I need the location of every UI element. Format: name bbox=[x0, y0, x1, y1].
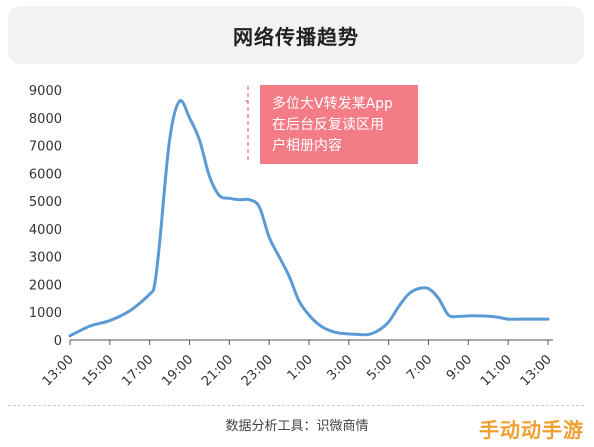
x-tick-label: 17:00 bbox=[119, 352, 156, 389]
y-tick-label: 0 bbox=[54, 334, 62, 349]
x-tick-label: 13:00 bbox=[40, 352, 77, 389]
y-tick-label: 3000 bbox=[29, 251, 62, 266]
x-tick-label: 13:00 bbox=[518, 352, 555, 389]
y-ticks: 0 1000 2000 3000 4000 5000 6000 7000 8000 9000 bbox=[29, 84, 62, 349]
divider bbox=[8, 405, 584, 406]
y-tick-label: 4000 bbox=[29, 223, 62, 238]
y-tick-label: 7000 bbox=[29, 140, 62, 155]
y-tick-label: 9000 bbox=[29, 84, 62, 99]
chart-title: 网络传播趋势 bbox=[233, 24, 359, 49]
watermark: 手动动手游 bbox=[479, 418, 584, 442]
y-tick-label: 1000 bbox=[29, 306, 62, 321]
data-source-label: 数据分析工具：识微商情 bbox=[225, 419, 369, 434]
x-tick-label: 19:00 bbox=[159, 352, 196, 389]
series-line bbox=[68, 98, 550, 338]
title-box: 网络传播趋势 bbox=[8, 6, 584, 64]
y-tick-label: 2000 bbox=[29, 278, 62, 293]
x-tick-label: 1:00 bbox=[285, 352, 316, 383]
x-tick-label: 5:00 bbox=[364, 352, 395, 383]
x-tick-label: 11:00 bbox=[478, 352, 515, 389]
y-tick-label: 6000 bbox=[29, 167, 62, 182]
x-ticks: 13:00 15:00 17:00 19:00 21:00 23:00 1:00 3:00 5:… bbox=[40, 340, 555, 389]
x-tick-label: 15:00 bbox=[80, 352, 117, 389]
annotation-text-line: 户相册内容 bbox=[272, 137, 342, 154]
x-tick-label: 21:00 bbox=[199, 352, 236, 389]
x-tick-label: 7:00 bbox=[404, 352, 435, 383]
annotation-text-line: 在后台反复读区用 bbox=[272, 116, 384, 133]
x-tick-label: 9:00 bbox=[444, 352, 475, 383]
y-tick-label: 5000 bbox=[29, 195, 62, 210]
x-tick-label: 3:00 bbox=[324, 352, 355, 383]
x-tick-label: 23:00 bbox=[239, 352, 276, 389]
annotation-box bbox=[260, 85, 418, 164]
annotation-text-line: 多位大V转发某App bbox=[272, 95, 393, 112]
y-tick-label: 8000 bbox=[29, 112, 62, 127]
